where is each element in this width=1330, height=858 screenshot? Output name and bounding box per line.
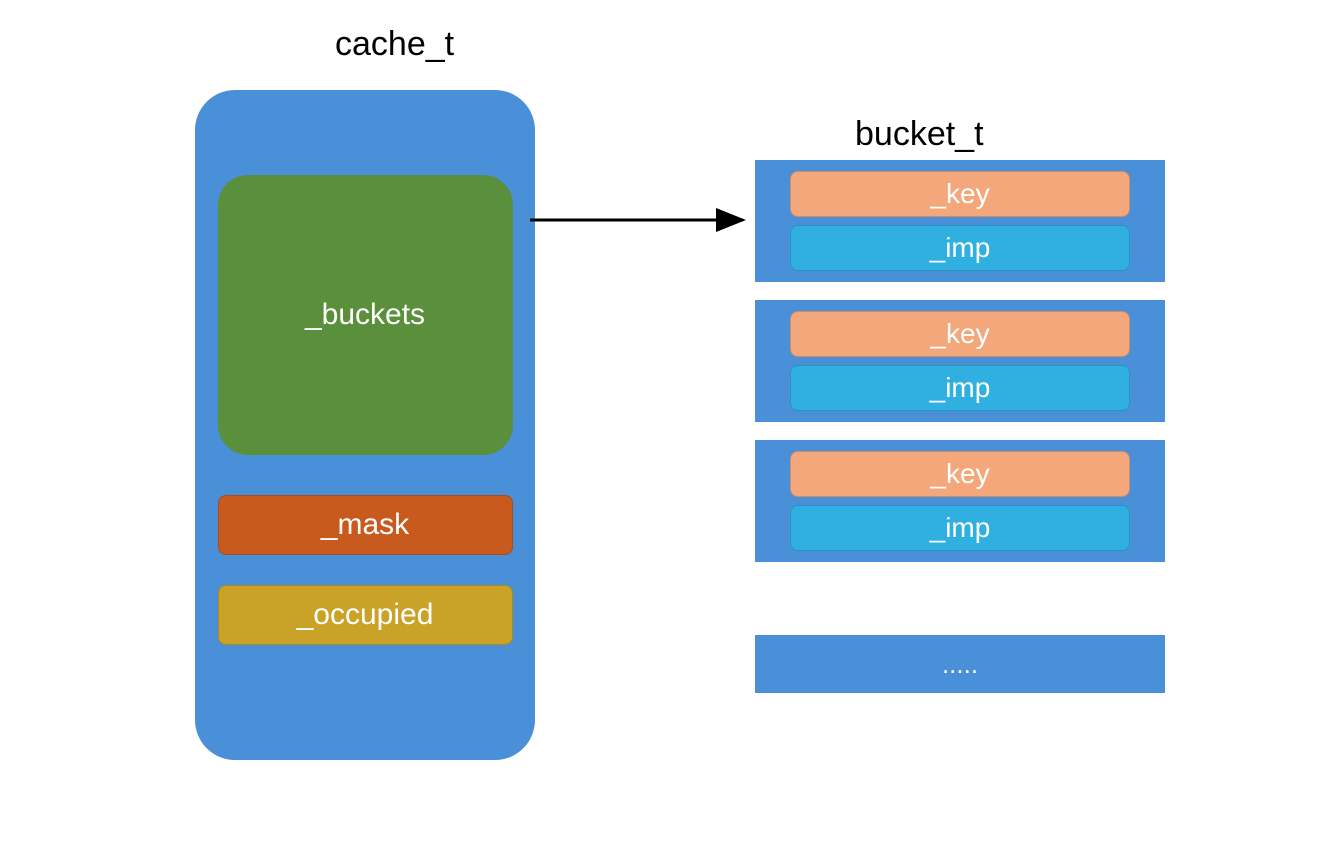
bucket-item: _key _imp [755,160,1165,282]
bucket-imp-field: _imp [790,225,1130,271]
occupied-label: _occupied [297,598,434,632]
bucket-item: _key _imp [755,440,1165,562]
ellipsis-label: ..... [942,649,978,680]
bucket-imp-field: _imp [790,365,1130,411]
mask-label: _mask [321,508,409,542]
bucket-ellipsis: ..... [755,635,1165,693]
mask-field: _mask [218,495,513,555]
bucket-key-label: _key [930,458,989,490]
bucket-title-text: bucket_t [855,115,984,153]
arrow-icon [525,205,760,235]
buckets-field: _buckets [218,175,513,455]
bucket-imp-label: _imp [930,232,991,264]
bucket-key-field: _key [790,451,1130,497]
bucket-key-field: _key [790,311,1130,357]
bucket-item: _key _imp [755,300,1165,422]
cache-title-text: cache_t [335,25,454,63]
occupied-field: _occupied [218,585,513,645]
bucket-title: bucket_t [855,115,984,154]
cache-title: cache_t [335,25,454,64]
bucket-imp-label: _imp [930,372,991,404]
buckets-label: _buckets [305,298,425,332]
bucket-key-label: _key [930,318,989,350]
bucket-imp-field: _imp [790,505,1130,551]
bucket-key-field: _key [790,171,1130,217]
cache-container: _buckets _mask _occupied [195,90,535,760]
bucket-imp-label: _imp [930,512,991,544]
bucket-key-label: _key [930,178,989,210]
